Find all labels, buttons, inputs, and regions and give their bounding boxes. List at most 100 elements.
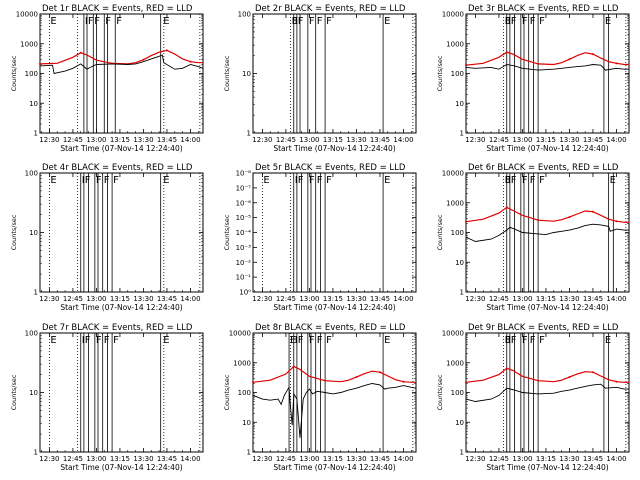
y-tick-label: 10⁻⁴ (236, 229, 252, 237)
x-tick-label: 13:45 (370, 295, 390, 303)
y-tick-label: 10 (29, 229, 38, 237)
x-axis-label: Start Time (07-Nov-14 12:24:40) (273, 303, 395, 312)
x-tick-label: 13:15 (110, 136, 130, 144)
x-tick-label: 14:00 (393, 295, 413, 303)
x-tick-label: 13:00 (512, 136, 532, 144)
x-tick-label: 12:45 (489, 455, 509, 463)
flag-label: F (522, 175, 528, 186)
y-tick-label: 100 (25, 170, 38, 178)
flag-label: IF (508, 335, 517, 346)
x-tick-label: 13:15 (536, 136, 556, 144)
plot-frame (39, 13, 204, 134)
detector-panel-8: Det 8r BLACK = Events, RED = LLD 12:30 12:… (223, 323, 417, 472)
flag-label: E (263, 175, 269, 186)
panel-title: Det 1r BLACK = Events, RED = LLD (42, 4, 193, 14)
lld-data-point (615, 62, 618, 65)
flag-label: IF (82, 335, 91, 346)
y-tick-label: 10⁻² (236, 259, 252, 267)
y-tick-label: 10⁻⁷ (236, 184, 252, 192)
y-tick-label: 100 (25, 330, 38, 338)
y-axis-label: Counts/sec (10, 55, 18, 91)
flag-label: F (113, 175, 119, 186)
flag-label: F (96, 175, 102, 186)
y-tick-label: 10⁰ (239, 289, 251, 297)
x-tick-label: 14:00 (180, 455, 200, 463)
x-tick-label: 12:45 (276, 455, 296, 463)
y-axis-label: Counts/sec (436, 214, 444, 250)
lld-data-point (505, 51, 508, 54)
lld-data-point (465, 220, 467, 223)
y-tick-label: 10 (242, 419, 251, 427)
x-tick-label: 13:45 (370, 455, 390, 463)
x-tick-label: 12:30 (252, 455, 272, 463)
flag-label: F (96, 335, 102, 346)
x-axis-label: Start Time (07-Nov-14 12:24:40) (60, 144, 182, 153)
x-tick-label: 13:30 (133, 136, 153, 144)
x-tick-label: 13:30 (133, 455, 153, 463)
flag-label: F (104, 175, 110, 186)
lld-data-point (165, 49, 168, 52)
events-series-line (39, 54, 204, 75)
flag-label: F (116, 16, 122, 27)
x-tick-label: 12:30 (465, 455, 485, 463)
x-tick-label: 13:30 (559, 295, 579, 303)
x-axis-label: Start Time (07-Nov-14 12:24:40) (486, 144, 608, 153)
x-tick-label: 13:45 (583, 295, 603, 303)
lld-data-point (537, 62, 540, 65)
y-axis-label: Counts/sec (223, 374, 231, 410)
x-tick-label: 13:15 (323, 295, 343, 303)
y-tick-label: 1000 (446, 359, 464, 367)
panel-title: Det 6r BLACK = Events, RED = LLD (468, 163, 619, 173)
lld-data-point (591, 53, 594, 56)
x-tick-label: 12:45 (63, 455, 83, 463)
plot-frame (39, 332, 204, 453)
lld-data-point (292, 365, 295, 368)
x-tick-label: 13:45 (583, 455, 603, 463)
x-tick-label: 12:30 (39, 455, 59, 463)
y-tick-label: 10000 (442, 170, 464, 178)
flag-label: E (163, 16, 169, 27)
flag-label: F (317, 16, 323, 27)
lld-data-point (465, 64, 467, 67)
panel-title: Det 3r BLACK = Events, RED = LLD (468, 4, 619, 14)
detector-panel-5: Det 5r BLACK = Events, RED = LLD 12:30 12:… (223, 163, 417, 312)
x-tick-label: 13:15 (110, 295, 130, 303)
panel-title: Det 5r BLACK = Events, RED = LLD (255, 163, 406, 173)
x-tick-label: 14:00 (606, 455, 626, 463)
panel-title: Det 8r BLACK = Events, RED = LLD (255, 323, 406, 333)
lld-series-line (465, 51, 629, 66)
flag-label: E (610, 175, 616, 186)
flag-label: IF (508, 16, 517, 27)
y-tick-label: 10⁻⁶ (236, 199, 252, 207)
x-tick-label: 12:30 (252, 295, 272, 303)
flag-label: E (163, 335, 169, 346)
detector-panel-2: Det 2r BLACK = Events, RED = LLD 12:30 12:… (223, 4, 417, 153)
panel-title: Det 7r BLACK = Events, RED = LLD (42, 323, 193, 333)
x-tick-label: 12:30 (39, 295, 59, 303)
x-tick-label: 13:00 (86, 295, 106, 303)
y-tick-label: 1 (34, 449, 38, 457)
x-tick-label: 13:00 (512, 455, 532, 463)
x-tick-label: 14:00 (180, 136, 200, 144)
x-tick-label: 13:15 (536, 295, 556, 303)
flag-label: E (384, 175, 390, 186)
x-tick-label: 13:15 (323, 455, 343, 463)
x-tick-label: 13:15 (323, 136, 343, 144)
flag-label: F (94, 16, 100, 27)
x-tick-label: 12:45 (489, 136, 509, 144)
lld-data-point (505, 367, 508, 370)
x-tick-label: 13:45 (583, 136, 603, 144)
x-axis-label: Start Time (07-Nov-14 12:24:40) (486, 463, 608, 472)
x-tick-label: 13:00 (512, 295, 532, 303)
x-tick-label: 13:45 (157, 295, 177, 303)
flag-label: E (505, 175, 511, 186)
panel-title: Det 4r BLACK = Events, RED = LLD (42, 163, 193, 173)
flag-label: E (605, 16, 611, 27)
y-axis-label: Counts/sec (10, 214, 18, 250)
x-axis-label: Start Time (07-Nov-14 12:24:40) (273, 144, 395, 153)
y-tick-label: 1 (34, 289, 38, 297)
flag-label: F (317, 335, 323, 346)
lld-data-point (79, 51, 82, 54)
lld-series-line (465, 367, 629, 383)
